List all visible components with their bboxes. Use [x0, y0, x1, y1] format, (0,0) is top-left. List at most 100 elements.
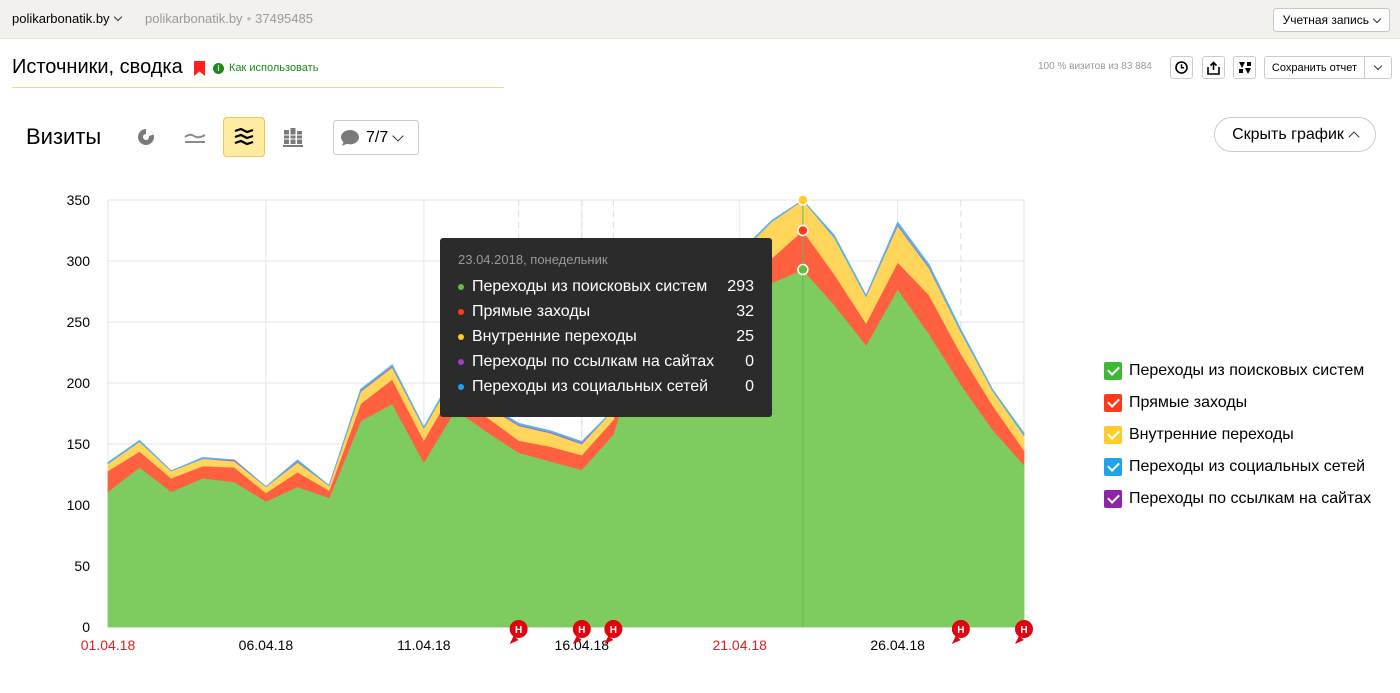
line-chart-button[interactable] [174, 117, 216, 157]
annotation-marker: Н [1015, 620, 1033, 644]
annotation-tail [509, 636, 519, 644]
clock-icon [1175, 61, 1188, 74]
legend-label: Переходы по ссылкам на сайтах [1129, 490, 1372, 507]
series-dot [458, 308, 464, 315]
save-report-dropdown[interactable] [1365, 57, 1391, 78]
legend-item-direct[interactable]: Прямые заходы [1104, 387, 1371, 419]
series-dot [458, 283, 464, 290]
save-report-label: Сохранить отчет [1265, 57, 1365, 78]
chart-areas [107, 199, 1025, 628]
series-count: 7/7 [366, 128, 389, 146]
top-bar: polikarbonatik.by polikarbonatik.by • 3749… [0, 0, 1400, 39]
how-to-use-label: Как использовать [229, 62, 319, 74]
tooltip-series-value: 293 [727, 277, 754, 295]
x-tick-label: 01.04.18 [81, 637, 136, 653]
line-chart-icon [184, 133, 206, 143]
annotation-badge [572, 620, 591, 638]
y-tick-label: 200 [67, 375, 91, 391]
chevron-down-icon [392, 130, 404, 142]
hover-markers [797, 194, 809, 627]
y-tick-label: 100 [67, 497, 91, 513]
series-select[interactable]: 7/7 [333, 120, 419, 155]
area-series [107, 199, 1025, 488]
y-axis: 0 50 100 150 200 250 300 350 [67, 192, 91, 635]
checkbox-checked-icon[interactable] [1104, 490, 1122, 508]
chevron-down-icon [1372, 14, 1382, 23]
pie-chart-button[interactable] [125, 117, 167, 157]
x-tick-label: 26.04.18 [870, 637, 925, 653]
series-dot [458, 383, 464, 390]
tooltip-series-value: 0 [745, 352, 754, 370]
info-icon: i [213, 62, 224, 74]
x-tick-label: 06.04.18 [239, 637, 294, 653]
site-selector[interactable]: polikarbonatik.by [12, 11, 122, 26]
site-selector-label: polikarbonatik.by [12, 11, 110, 26]
annotation-label: Н [610, 625, 617, 636]
tooltip-series-name: Переходы по ссылкам на сайтах [472, 352, 715, 370]
annotation-marker: Н [604, 620, 623, 644]
tooltip-series-value: 25 [736, 327, 754, 345]
tooltip-row: Прямые заходы 32 [458, 299, 754, 324]
tooltip-row: Переходы по ссылкам на сайтах 0 [458, 349, 754, 374]
hide-chart-label: Скрыть график [1232, 125, 1344, 143]
counter-id: 37495485 [255, 11, 313, 26]
chart-tooltip: 23.04.2018, понедельник Переходы из поис… [440, 238, 772, 417]
chart-legend: Переходы из поисковых систем Прямые захо… [1104, 355, 1371, 515]
segments-icon [1238, 61, 1251, 74]
chevron-down-icon [113, 12, 122, 22]
x-axis: 01.04.18 06.04.18 11.04.18 16.04.18 21.04.18… [81, 637, 925, 653]
x-tick-label: 16.04.18 [555, 637, 610, 653]
account-button[interactable]: Учетная запись [1272, 8, 1390, 32]
annotation-tail [604, 636, 614, 644]
bar-chart-button[interactable] [272, 117, 314, 157]
annotation-label: Н [1020, 625, 1027, 636]
checkbox-checked-icon[interactable] [1104, 458, 1122, 476]
y-tick-label: 350 [67, 192, 91, 208]
x-tick-label: 21.04.18 [712, 637, 767, 653]
hide-chart-button[interactable]: Скрыть график [1214, 117, 1376, 152]
series-dot [458, 358, 464, 365]
legend-item-internal[interactable]: Внутренние переходы [1104, 419, 1371, 451]
pie-chart-icon [138, 129, 154, 145]
annotation-label: Н [515, 625, 522, 636]
hover-point [797, 224, 809, 237]
stacked-area-button[interactable] [223, 117, 265, 157]
checkbox-checked-icon[interactable] [1104, 394, 1122, 412]
legend-item-links[interactable]: Переходы по ссылкам на сайтах [1104, 483, 1371, 515]
y-tick-label: 50 [74, 558, 90, 574]
y-tick-label: 250 [67, 314, 91, 330]
legend-item-search[interactable]: Переходы из поисковых систем [1104, 355, 1371, 387]
annotation-marker: Н [572, 620, 591, 644]
legend-item-social[interactable]: Переходы из социальных сетей [1104, 451, 1371, 483]
y-tick-label: 0 [82, 619, 90, 635]
x-tick-label: 11.04.18 [397, 637, 451, 653]
tooltip-series-name: Прямые заходы [472, 302, 591, 320]
tooltip-series-name: Переходы из поисковых систем [472, 277, 708, 295]
export-icon [1207, 60, 1220, 75]
period-button[interactable] [1170, 56, 1193, 79]
export-button[interactable] [1202, 56, 1225, 79]
site-info: polikarbonatik.by • 37495485 [145, 11, 313, 26]
how-to-use-link[interactable]: i Как использовать [213, 62, 318, 74]
bookmark-icon[interactable] [194, 61, 205, 76]
title-underline [12, 87, 504, 88]
annotation-badge [951, 620, 970, 638]
checkbox-checked-icon[interactable] [1104, 426, 1122, 444]
tooltip-series-value: 32 [736, 302, 754, 320]
annotation-label: Н [578, 625, 585, 636]
tooltip-row: Переходы из поисковых систем 293 [458, 274, 754, 299]
tooltip-row: Переходы из социальных сетей 0 [458, 374, 754, 399]
checkbox-checked-icon[interactable] [1104, 362, 1122, 380]
annotation-badge [509, 620, 528, 638]
legend-label: Прямые заходы [1129, 394, 1248, 411]
annotation-label: Н [957, 625, 964, 636]
save-report-button[interactable]: Сохранить отчет [1264, 56, 1392, 79]
annotation-marker: Н [951, 620, 970, 644]
stacked-area-icon [234, 128, 254, 146]
compare-segments-button[interactable] [1233, 56, 1256, 79]
chevron-up-icon [1348, 131, 1360, 143]
hover-point [797, 263, 809, 276]
metric-title: Визиты [26, 124, 102, 149]
legend-label: Переходы из поисковых систем [1129, 362, 1365, 379]
